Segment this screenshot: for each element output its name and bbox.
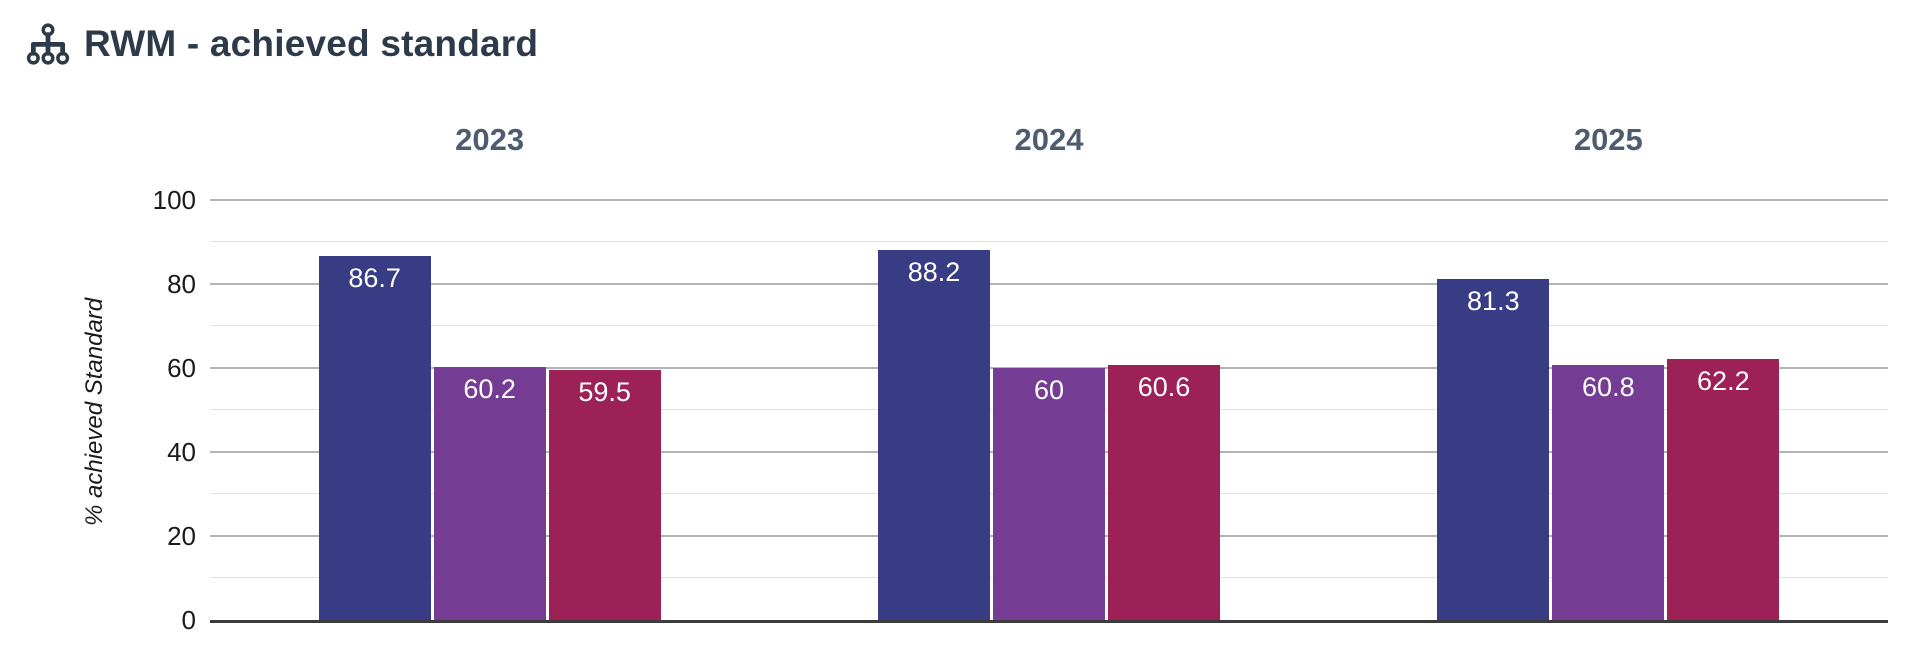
bar-2025-series2: 60.8 (1552, 364, 1665, 620)
bar-value-label: 60 (1033, 375, 1064, 405)
category-label-2025: 2025 (1573, 122, 1643, 157)
bar-2023-series3: 59.5 (548, 370, 661, 620)
gridline-90 (210, 241, 1888, 242)
category-label-2024: 2024 (1014, 122, 1084, 157)
y-tick-label-0: 0 (181, 605, 196, 635)
bar-group-2025: 81.3 60.8 62.2 (1329, 200, 1888, 620)
bar-2023-series1: 86.7 (318, 255, 431, 620)
bar-value-label: 81.3 (1467, 285, 1520, 316)
y-axis-title: % achieved Standard (81, 297, 108, 526)
bar-2024-series1: 88.2 (877, 249, 990, 620)
page-title: RWM - achieved standard (84, 23, 539, 64)
bar-2024-series2: 60 (992, 368, 1105, 620)
gridline-70 (210, 325, 1888, 326)
chart-header: RWM - achieved standard (26, 22, 538, 66)
bar-2023-series2: 60.2 (433, 367, 546, 620)
bar-2025-series1: 81.3 (1437, 278, 1550, 620)
bar-value-label: 88.2 (907, 256, 961, 287)
gridline-80 (210, 283, 1888, 285)
bar-groups: 86.7 60.2 59.5 88.2 60 60.6 81.3 60.8 62.2 (210, 200, 1888, 620)
plot-area: 86.7 60.2 59.5 88.2 60 60.6 81.3 60.8 62.2 0 20 40… (153, 187, 1888, 633)
bar-value-label: 60.2 (463, 374, 516, 405)
bar-2025-series3: 62.2 (1667, 358, 1780, 620)
bar-2024-series3: 60.6 (1107, 365, 1220, 620)
y-tick-label-100: 100 (152, 185, 196, 215)
bar-value-label: 60.8 (1582, 371, 1635, 402)
bar-group-2024: 88.2 60 60.6 (769, 200, 1328, 620)
sitemap-icon (26, 23, 70, 65)
bar-value-label: 62.2 (1697, 365, 1750, 396)
bar-value-label: 60.6 (1137, 372, 1191, 403)
category-label-2023: 2023 (455, 122, 525, 157)
bar-value-label: 59.5 (578, 377, 631, 408)
y-tick-label-80: 80 (167, 269, 196, 299)
y-tick-label-40: 40 (167, 437, 196, 467)
y-tick-label-60: 60 (167, 353, 196, 383)
y-tick-label-20: 20 (167, 521, 196, 551)
bar-value-label: 86.7 (348, 262, 401, 293)
bar-group-2023: 86.7 60.2 59.5 (210, 200, 769, 620)
facet-titles-row: 2023 2024 2025 (210, 122, 1888, 158)
gridline-100 (210, 199, 1888, 201)
